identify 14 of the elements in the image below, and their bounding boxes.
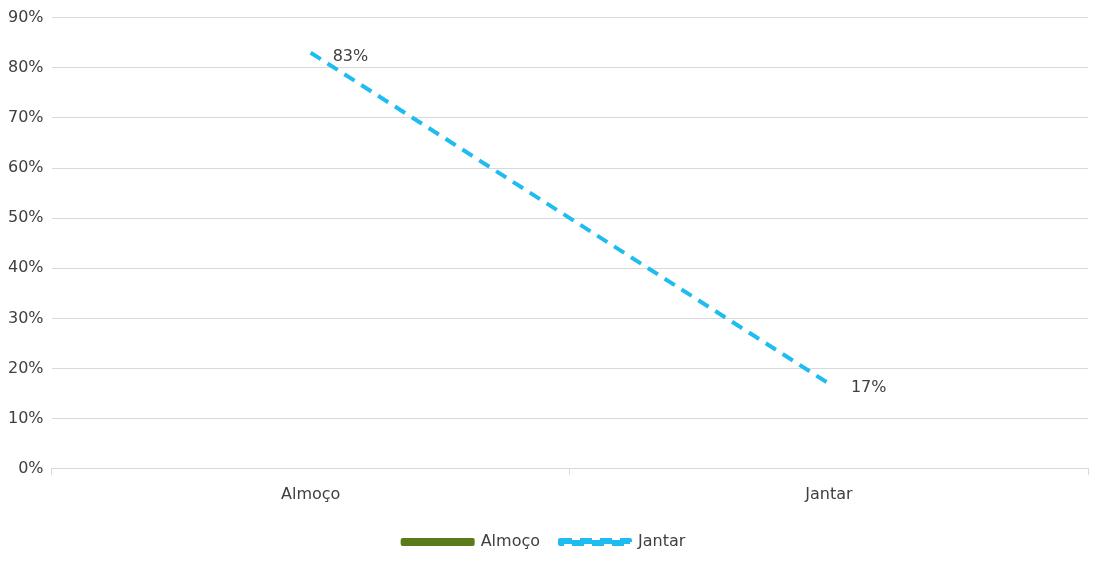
y-tick-label: 10% [8, 407, 44, 427]
y-tick-label: 70% [8, 107, 44, 127]
y-tick-label: 90% [8, 6, 44, 26]
y-tick-label: 80% [8, 56, 44, 76]
legend-label: Jantar [637, 531, 686, 551]
y-tick-label: 30% [8, 307, 44, 327]
y-tick-label: 0% [18, 457, 44, 477]
y-tick-label: 60% [8, 157, 44, 177]
y-tick-label: 50% [8, 207, 44, 227]
legend-label: Almoço [480, 531, 541, 551]
y-tick-label: 40% [8, 257, 44, 277]
data-label: 17% [850, 376, 887, 396]
data-label: 83% [332, 45, 369, 65]
y-tick-label: 20% [8, 357, 44, 377]
